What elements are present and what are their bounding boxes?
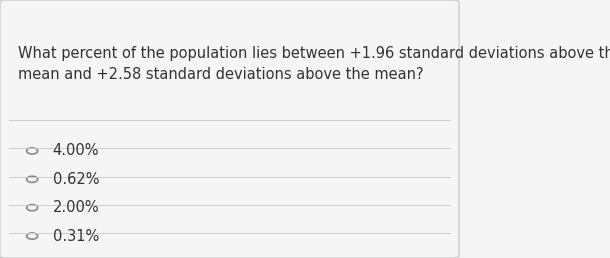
Text: 0.31%: 0.31% — [53, 229, 99, 244]
Text: 4.00%: 4.00% — [53, 143, 99, 158]
Text: 0.62%: 0.62% — [53, 172, 99, 187]
Text: What percent of the population lies between +1.96 standard deviations above the
: What percent of the population lies betw… — [18, 46, 610, 83]
Text: 2.00%: 2.00% — [53, 200, 99, 215]
FancyBboxPatch shape — [0, 0, 459, 258]
